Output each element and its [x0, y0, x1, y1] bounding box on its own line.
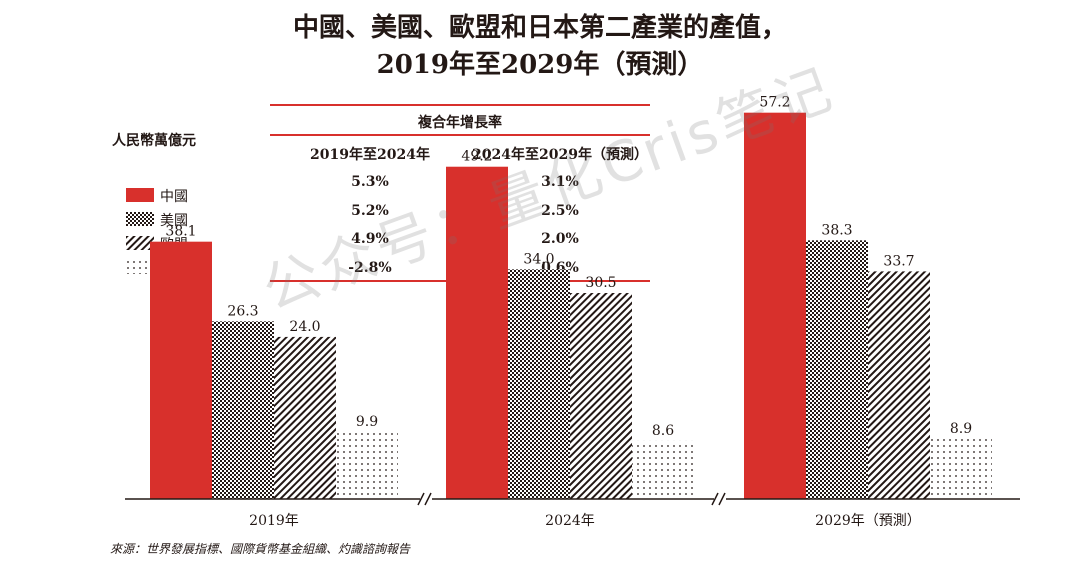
legend-swatch-us — [126, 212, 154, 226]
y-axis-unit-label: 人民幣萬億元 — [112, 133, 196, 149]
legend-swatch-china — [126, 188, 154, 202]
legend-label-china: 中國 — [160, 189, 188, 205]
bar-us-0 — [212, 321, 274, 499]
legend-swatch-japan — [126, 260, 154, 274]
bar-eu-1 — [570, 293, 632, 499]
cagr-col2-header: 2024年至2029年（預測） — [472, 147, 648, 163]
cagr-china-c2: 3.1% — [541, 174, 579, 190]
legend-label-us: 美國 — [160, 213, 188, 229]
legend-swatch-eu — [126, 236, 154, 250]
cagr-japan-c1: -2.8% — [348, 260, 392, 276]
bar-china-1 — [446, 166, 508, 500]
value-label-japan-2: 8.9 — [950, 421, 972, 437]
source-note: 來源：世界發展指標、國際貨幣基金組織、灼識諮詢報告 — [110, 542, 411, 556]
bar-japan-2 — [930, 438, 992, 499]
chart-title-line2: 2019年至2029年（預測） — [376, 50, 704, 80]
cagr-col1-header: 2019年至2024年 — [310, 147, 430, 163]
value-label-eu-2: 33.7 — [883, 253, 914, 269]
bar-china-0 — [150, 241, 212, 499]
bar-china-2 — [744, 112, 806, 500]
chart-title-line1: 中國、美國、歐盟和日本第二產業的產值， — [292, 13, 787, 43]
x-tick-label-0: 2019年 — [249, 513, 299, 529]
value-label-us-2: 38.3 — [821, 222, 852, 238]
axis-break-mark-1-1 — [718, 492, 726, 506]
x-tick-label-2: 2029年（預測） — [815, 513, 921, 529]
axis-break-mark-0-0 — [417, 492, 425, 506]
cagr-eu-c1: 4.9% — [351, 231, 389, 247]
chart-title: 中國、美國、歐盟和日本第二產業的產值， 2019年至2029年（預測） — [0, 10, 1080, 84]
value-label-group: 38.1 26.3 24.0 9.9 49.2 34.0 30.5 8.6 57.2 38.3 33… — [165, 95, 972, 439]
bar-us-2 — [806, 240, 868, 499]
bar-japan-1 — [632, 440, 694, 499]
x-axis: 2019年 2024年 2029年（預測） — [125, 492, 1020, 529]
cagr-top-rule — [270, 104, 650, 106]
bar-group — [150, 112, 992, 500]
value-label-us-0: 26.3 — [227, 303, 258, 319]
cagr-china-c1: 5.3% — [351, 174, 389, 190]
value-label-japan-1: 8.6 — [652, 423, 674, 439]
value-label-us-1: 34.0 — [523, 251, 554, 267]
bar-eu-0 — [274, 336, 336, 499]
bar-japan-0 — [336, 432, 398, 499]
axis-break-mark-0-1 — [424, 492, 432, 506]
value-label-china-2: 57.2 — [759, 95, 790, 111]
bar-us-1 — [508, 269, 570, 499]
cagr-header-rule — [270, 134, 650, 136]
value-label-eu-1: 30.5 — [585, 275, 616, 291]
value-label-china-0: 38.1 — [165, 224, 196, 240]
cagr-header: 複合年增長率 — [418, 115, 502, 131]
cagr-table: 複合年增長率 2019年至2024年 2024年至2029年（預測） 5.3% … — [270, 104, 650, 282]
bar-eu-2 — [868, 271, 930, 499]
value-label-japan-0: 9.9 — [356, 414, 378, 430]
x-tick-label-1: 2024年 — [545, 513, 595, 529]
cagr-eu-c2: 2.0% — [541, 231, 579, 247]
value-label-china-1: 49.2 — [461, 149, 492, 165]
cagr-us-c1: 5.2% — [351, 203, 389, 219]
value-label-eu-0: 24.0 — [289, 319, 320, 335]
axis-break-mark-1-0 — [711, 492, 719, 506]
cagr-us-c2: 2.5% — [541, 203, 579, 219]
